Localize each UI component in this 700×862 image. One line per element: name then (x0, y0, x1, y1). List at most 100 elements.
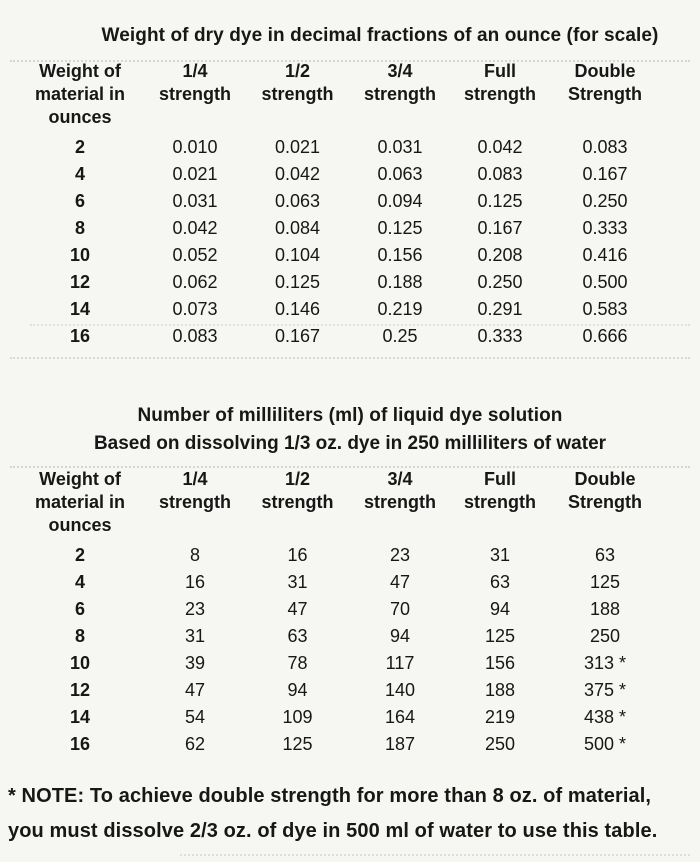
scan-artifact-line (30, 324, 690, 326)
column-header-full-strength: Full strength (464, 469, 536, 512)
column-header-material: Weight of material in ounces (34, 469, 126, 535)
table-cell: 94 (489, 599, 511, 619)
dry-dye-table: Weight of material in ounces 1/4 strengt… (15, 60, 660, 350)
table-cell: 62 (184, 734, 206, 754)
table-row: 2 0.010 0.021 0.031 0.042 0.083 (15, 129, 660, 161)
table-row: 14 54 109 164 219 438 * (15, 704, 660, 731)
table-cell: 0.062 (172, 272, 218, 292)
table-cell: 0.250 (582, 191, 628, 211)
table-cell: 219 (484, 707, 516, 727)
double-strength-note: * NOTE: To achieve double strength for m… (8, 785, 658, 842)
dry-dye-table-body: 2 0.010 0.021 0.031 0.042 0.083 4 0.021 … (15, 129, 660, 350)
row-header-cell: 12 (69, 272, 91, 292)
table-cell: 0.042 (274, 164, 321, 184)
table-row: 14 0.073 0.146 0.219 0.291 0.583 (15, 296, 660, 323)
table-cell: 0.021 (172, 164, 218, 184)
row-header-cell: 8 (74, 218, 85, 238)
row-header-cell: 14 (69, 707, 91, 727)
table-row: 10 39 78 117 156 313 * (15, 650, 660, 677)
row-header-cell: 4 (74, 164, 85, 184)
table-cell: 0.167 (477, 218, 523, 238)
row-header-cell: 8 (74, 626, 85, 646)
scan-artifact-line (10, 466, 690, 468)
column-header-material: Weight of material in ounces (34, 61, 126, 127)
table-cell: 47 (287, 599, 308, 619)
row-header-cell: 16 (69, 734, 91, 754)
table-cell: 63 (287, 626, 308, 646)
table-cell: 0.094 (377, 191, 423, 211)
column-header-double-strength: Double Strength (568, 469, 642, 512)
table-cell: 0.063 (377, 164, 423, 184)
liquid-dye-table-header: Weight of material in ounces 1/4 strengt… (15, 468, 660, 537)
table-row: 4 16 31 47 63 125 (15, 569, 660, 596)
table-cell: 78 (287, 653, 308, 673)
table-cell: 0.104 (274, 245, 321, 265)
table-cell: 0.156 (377, 245, 423, 265)
table-cell: 0.583 (582, 299, 628, 319)
table-cell: 125 (282, 734, 313, 754)
table-row: 6 0.031 0.063 0.094 0.125 0.250 (15, 188, 660, 215)
column-header-half-strength: 1/2 strength (261, 469, 334, 512)
table-cell: 0.333 (477, 326, 523, 346)
table-cell: 0.291 (477, 299, 523, 319)
liquid-dye-table-title: Number of milliliters (ml) of liquid dye… (137, 405, 563, 426)
table-row: 8 0.042 0.084 0.125 0.167 0.333 (15, 215, 660, 242)
table-cell: 188 (589, 599, 621, 619)
row-header-cell: 6 (74, 191, 85, 211)
row-header-cell: 16 (69, 326, 91, 346)
table-cell: 0.125 (377, 218, 423, 238)
table-cell: 0.208 (477, 245, 523, 265)
table-row: 16 62 125 187 250 500 * (15, 731, 660, 758)
table-cell: 0.052 (172, 245, 218, 265)
table-cell: 47 (184, 680, 206, 700)
scan-artifact-line (10, 357, 690, 359)
table-cell: 0.083 (477, 164, 523, 184)
table-cell: 0.031 (377, 137, 423, 157)
row-header-cell: 10 (69, 653, 91, 673)
table-cell: 438 * (583, 707, 627, 727)
table-cell: 0.083 (582, 137, 628, 157)
table-cell: 94 (287, 680, 308, 700)
table-cell: 0.010 (172, 137, 218, 157)
table-cell: 187 (384, 734, 416, 754)
table-cell: 63 (489, 572, 511, 592)
table-cell: 0.333 (582, 218, 628, 238)
table-row: 10 0.052 0.104 0.156 0.208 0.416 (15, 242, 660, 269)
table-cell: 0.167 (582, 164, 628, 184)
scan-artifact-line (10, 60, 690, 62)
table-cell: 0.042 (172, 218, 218, 238)
table-cell: 250 (484, 734, 516, 754)
row-header-cell: 6 (74, 599, 85, 619)
table-cell: 0.125 (477, 191, 523, 211)
table-cell: 16 (287, 545, 308, 565)
row-header-cell: 14 (69, 299, 91, 319)
column-header-full-strength: Full strength (464, 61, 536, 104)
table-cell: 0.188 (377, 272, 423, 292)
header-row: Weight of material in ounces 1/4 strengt… (15, 468, 660, 537)
table-cell: 0.25 (382, 326, 418, 346)
table-cell: 156 (484, 653, 516, 673)
table-cell: 0.146 (274, 299, 321, 319)
table-cell: 250 (589, 626, 621, 646)
table-cell: 500 * (583, 734, 627, 754)
table-cell: 94 (389, 626, 411, 646)
table-cell: 39 (184, 653, 206, 673)
dry-dye-table-header: Weight of material in ounces 1/4 strengt… (15, 60, 660, 129)
table-row: 16 0.083 0.167 0.25 0.333 0.666 (15, 323, 660, 350)
table-cell: 375 * (583, 680, 627, 700)
table-cell: 0.219 (377, 299, 423, 319)
table-cell: 23 (184, 599, 206, 619)
table-cell: 140 (384, 680, 416, 700)
table-cell: 31 (489, 545, 511, 565)
table-row: 2 8 16 23 31 63 (15, 537, 660, 569)
table-cell: 188 (484, 680, 516, 700)
table-row: 12 47 94 140 188 375 * (15, 677, 660, 704)
table-cell: 63 (594, 545, 616, 565)
liquid-dye-table: Weight of material in ounces 1/4 strengt… (15, 468, 660, 758)
column-header-half-strength: 1/2 strength (261, 61, 334, 104)
table-cell: 109 (282, 707, 313, 727)
table-cell: 0.084 (274, 218, 321, 238)
row-header-cell: 2 (74, 545, 85, 565)
table-cell: 125 (484, 626, 516, 646)
table-cell: 47 (389, 572, 411, 592)
